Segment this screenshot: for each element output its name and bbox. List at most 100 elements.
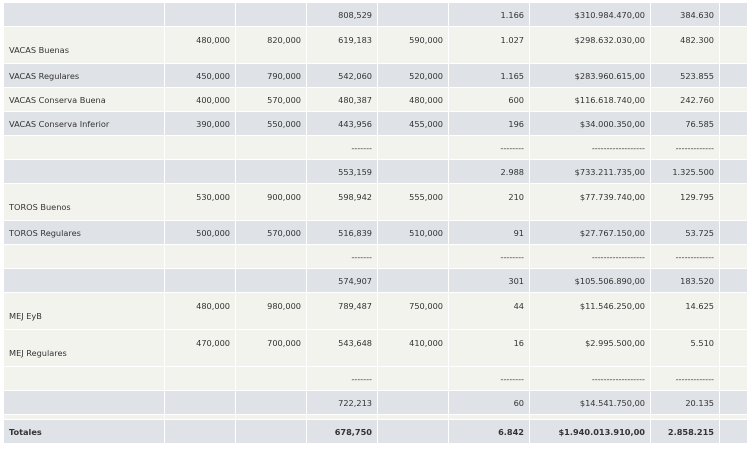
table-cell: ------ bbox=[720, 136, 747, 159]
table-cell: 332 bbox=[720, 293, 747, 329]
table-cell: 390,000 bbox=[165, 112, 235, 135]
row-label bbox=[4, 3, 164, 26]
table-cell bbox=[378, 269, 448, 292]
table-cell: ------ bbox=[720, 367, 747, 390]
row-label: VACAS Regulares bbox=[4, 64, 164, 87]
table-cell bbox=[165, 391, 235, 414]
table-cell: ------ bbox=[720, 245, 747, 268]
row-label bbox=[4, 160, 164, 183]
table-cell: ------- bbox=[307, 245, 377, 268]
table-cell: 444 bbox=[720, 160, 747, 183]
table-row: VACAS Conserva Inferior 390,000 550,000 443… bbox=[4, 112, 747, 135]
table-cell: 384.630 bbox=[651, 3, 719, 26]
table-cell: 678,750 bbox=[307, 420, 377, 443]
row-label: TOROS Buenos bbox=[4, 184, 164, 220]
table-cell: $14.541.750,00 bbox=[530, 391, 650, 414]
row-label: VACAS Buenas bbox=[4, 27, 164, 63]
table-cell: 510,000 bbox=[378, 221, 448, 244]
table-cell: 470 bbox=[720, 27, 747, 63]
table-cell bbox=[165, 269, 235, 292]
table-cell: 470,000 bbox=[165, 330, 235, 366]
table-cell: 14.625 bbox=[651, 293, 719, 329]
table-cell: $283.960.615,00 bbox=[530, 64, 650, 87]
table-cell: ------- bbox=[307, 367, 377, 390]
table-cell: $27.767.150,00 bbox=[530, 221, 650, 244]
table-cell: ------------- bbox=[651, 245, 719, 268]
table-cell: 336 bbox=[720, 391, 747, 414]
table-cell bbox=[165, 367, 235, 390]
table-cell bbox=[165, 415, 235, 419]
table-cell bbox=[236, 245, 306, 268]
table-cell: 6.842 bbox=[449, 420, 529, 443]
table-cell: 480,387 bbox=[307, 88, 377, 111]
table-cell: 523.855 bbox=[651, 64, 719, 87]
table-cell bbox=[236, 420, 306, 443]
table-cell: 60 bbox=[449, 391, 529, 414]
table-cell: 570,000 bbox=[236, 221, 306, 244]
table-cell bbox=[378, 136, 448, 159]
table-cell: 301 bbox=[449, 269, 529, 292]
table-cell: 183.520 bbox=[651, 269, 719, 292]
table-cell: 16 bbox=[449, 330, 529, 366]
table-cell: -------- bbox=[449, 367, 529, 390]
table-cell: $1.940.013.910,00 bbox=[530, 420, 650, 443]
row-label bbox=[4, 415, 164, 419]
table-cell bbox=[236, 269, 306, 292]
table-cell: ------------------ bbox=[530, 245, 650, 268]
table-cell: ------------- bbox=[651, 367, 719, 390]
table-cell: 900,000 bbox=[236, 184, 306, 220]
table-cell: 722,213 bbox=[307, 391, 377, 414]
totals-row: Totales 678,750 6.842 $1.940.013.910,00 2.85… bbox=[4, 420, 747, 443]
table-cell: 574,907 bbox=[307, 269, 377, 292]
table-cell: 410,000 bbox=[378, 330, 448, 366]
table-cell bbox=[378, 391, 448, 414]
table-cell: 418 bbox=[720, 420, 747, 443]
table-cell: 598,942 bbox=[307, 184, 377, 220]
table-cell bbox=[378, 3, 448, 26]
table-cell: 450 bbox=[720, 64, 747, 87]
table-cell: -------- bbox=[449, 136, 529, 159]
table-cell: 405 bbox=[720, 88, 747, 111]
table-cell: 1.027 bbox=[449, 27, 529, 63]
row-label bbox=[4, 136, 164, 159]
table-cell: 2.988 bbox=[449, 160, 529, 183]
row-label: MEJ Regulares bbox=[4, 330, 164, 366]
table-row: 553,159 2.988$733.211.735,001.325.500444 bbox=[4, 160, 747, 183]
table-row: ------- -------- ------------------ -------… bbox=[4, 245, 747, 268]
table-cell: 391 bbox=[720, 112, 747, 135]
table-cell: 516,839 bbox=[307, 221, 377, 244]
summary-table-body: 808,5291.166$310.984.470,00384.630330VAC… bbox=[4, 3, 747, 443]
table-cell: 553,159 bbox=[307, 160, 377, 183]
table-cell bbox=[378, 415, 448, 419]
table-cell: 242.760 bbox=[651, 88, 719, 111]
table-cell: $116.618.740,00 bbox=[530, 88, 650, 111]
table-cell bbox=[236, 367, 306, 390]
table-cell: 530,000 bbox=[165, 184, 235, 220]
table-cell: 5.510 bbox=[651, 330, 719, 366]
table-cell: 542,060 bbox=[307, 64, 377, 87]
table-cell: 20.135 bbox=[651, 391, 719, 414]
row-label: TOROS Regulares bbox=[4, 221, 164, 244]
table-cell bbox=[165, 3, 235, 26]
summary-table: 808,5291.166$310.984.470,00384.630330VAC… bbox=[3, 2, 747, 444]
table-cell: 820,000 bbox=[236, 27, 306, 63]
table-cell: 76.585 bbox=[651, 112, 719, 135]
table-row: VACAS Buenas 480,000 820,000 619,183 590,000… bbox=[4, 27, 747, 63]
table-cell: 550,000 bbox=[236, 112, 306, 135]
table-cell: 2.858.215 bbox=[651, 420, 719, 443]
table-cell bbox=[378, 245, 448, 268]
table-cell bbox=[378, 160, 448, 183]
table-cell bbox=[236, 3, 306, 26]
table-row: MEJ Regulares 470,000 700,000 543,648 410,00… bbox=[4, 330, 747, 366]
table-cell: -------- bbox=[449, 245, 529, 268]
table-row: TOROS Regulares 500,000 570,000 516,839 510,… bbox=[4, 221, 747, 244]
table-cell: 330 bbox=[720, 3, 747, 26]
table-cell bbox=[236, 160, 306, 183]
table-cell bbox=[236, 415, 306, 419]
table-cell: ------------------ bbox=[530, 367, 650, 390]
table-cell: 455,000 bbox=[378, 112, 448, 135]
table-cell: 1.325.500 bbox=[651, 160, 719, 183]
